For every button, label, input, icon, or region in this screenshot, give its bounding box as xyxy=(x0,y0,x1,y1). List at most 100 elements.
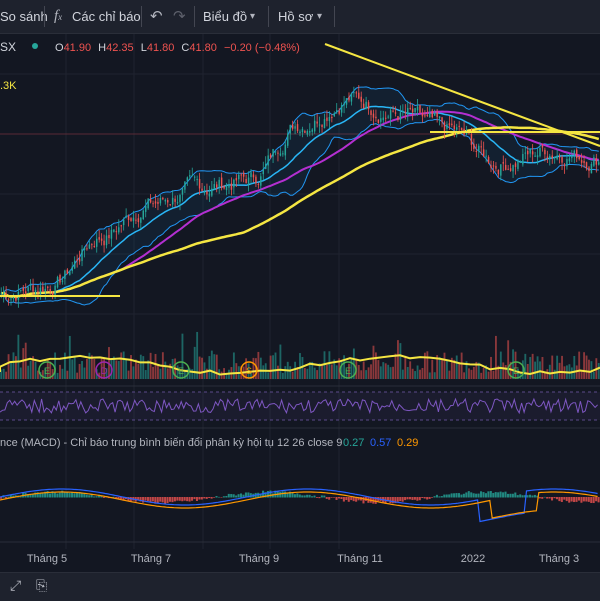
macd-histogram-bar xyxy=(337,497,341,499)
macd-histogram-bar xyxy=(570,497,573,502)
replay-icon[interactable]: ⎘ xyxy=(36,577,48,593)
volume-bar xyxy=(438,357,441,379)
ticker-label[interactable]: SX xyxy=(0,40,16,54)
macd-histogram-bar xyxy=(288,491,292,498)
macd-histogram-bar xyxy=(582,497,585,502)
macd-histogram-bar xyxy=(413,497,416,500)
candle-body xyxy=(260,176,262,186)
chevron-down-icon[interactable]: ▾ xyxy=(250,11,256,22)
volume-bar xyxy=(257,351,260,379)
candle-body xyxy=(233,179,235,188)
redo-icon[interactable]: ↷ xyxy=(173,8,186,25)
candle-body xyxy=(287,133,289,146)
volume-bar xyxy=(338,358,341,379)
volume-bar xyxy=(387,364,390,379)
macd-histogram-bar xyxy=(83,493,86,498)
volume-bar xyxy=(548,364,551,379)
candle-body xyxy=(475,150,478,152)
candle-body xyxy=(392,110,394,112)
macd-histogram-bar xyxy=(227,493,230,498)
volume-bar xyxy=(406,366,409,379)
macd-histogram-bar xyxy=(213,497,216,498)
macd-signal-value: 0.57 xyxy=(370,437,391,449)
volume-bar xyxy=(399,343,402,379)
volume-bar xyxy=(34,361,37,379)
candle-body xyxy=(159,198,162,204)
volume-bar xyxy=(63,352,66,379)
candle-body xyxy=(365,101,367,109)
resistance-trendline xyxy=(324,43,600,147)
candle-body xyxy=(500,164,502,176)
volume-bar xyxy=(463,372,466,379)
macd-histogram-bar xyxy=(568,497,571,503)
macd-histogram-bar xyxy=(161,497,164,503)
candle-body xyxy=(64,270,66,280)
volume-bar xyxy=(272,355,274,379)
candle-body xyxy=(61,280,64,282)
macd-histogram-bar xyxy=(433,496,436,498)
macd-histogram-bar xyxy=(220,497,223,498)
candle-body xyxy=(83,247,86,250)
candle-body xyxy=(431,110,433,118)
macd-histogram-bar xyxy=(68,492,71,498)
macd-histogram-bar xyxy=(9,494,12,498)
macd-histogram-bar xyxy=(497,492,500,498)
candle-body xyxy=(76,259,78,261)
macd-histogram-bar xyxy=(489,491,492,498)
chevron-down-icon[interactable]: ▾ xyxy=(317,11,323,22)
macd-histogram-bar xyxy=(391,497,394,504)
candle-body xyxy=(294,126,296,129)
volume-bar xyxy=(512,349,514,379)
macd-histogram-bar xyxy=(137,497,140,501)
fx-icon[interactable]: fx xyxy=(54,8,63,24)
candle-body xyxy=(375,116,377,119)
volume-bar xyxy=(414,371,417,379)
volume-bar xyxy=(345,369,348,379)
volume-bar xyxy=(494,335,497,379)
macd-histogram-bar xyxy=(264,492,267,498)
macd-histogram-bar xyxy=(122,497,125,501)
volume-bar xyxy=(321,364,323,379)
candle-body xyxy=(100,238,103,241)
volume-bar xyxy=(431,359,434,379)
candle-body xyxy=(223,186,225,189)
macd-histogram-bar xyxy=(284,491,287,498)
indicators-button[interactable]: Các chỉ báo xyxy=(72,9,141,24)
macd-histogram-bar xyxy=(592,497,595,504)
macd-histogram-bar xyxy=(193,497,196,500)
macd-histogram-bar xyxy=(26,494,29,498)
macd-histogram-bar xyxy=(565,497,568,502)
candle-body xyxy=(162,197,164,200)
volume-bar xyxy=(453,359,456,379)
macd-histogram-bar xyxy=(328,497,331,500)
zoom-icon[interactable]: ⤢ xyxy=(10,577,22,593)
macd-histogram-bar xyxy=(345,497,348,501)
macd-histogram-bar xyxy=(308,494,311,498)
candle-body xyxy=(473,144,475,149)
candle-body xyxy=(220,177,223,189)
macd-histogram-bar xyxy=(502,492,505,498)
event-marker-icon xyxy=(38,361,56,379)
volume-bar xyxy=(311,361,314,379)
chart-type-menu[interactable]: Biểu đồ xyxy=(203,9,248,24)
compare-button[interactable]: So sánh xyxy=(0,9,48,24)
volume-bar xyxy=(543,372,546,379)
macd-histogram-bar xyxy=(176,497,179,501)
candle-body xyxy=(127,216,130,220)
undo-icon[interactable]: ↶ xyxy=(150,8,163,25)
price-chart[interactable]: E D E S E E Tháng 5 Tháng 7 Tháng 9 Tháng 11 2022… xyxy=(0,34,600,572)
volume-bar xyxy=(504,365,507,379)
profile-menu[interactable]: Hồ sơ xyxy=(278,9,314,24)
volume-bar xyxy=(105,368,108,379)
volume-bar xyxy=(592,371,595,379)
macd-histogram-bar xyxy=(144,497,147,501)
macd-histogram-bar xyxy=(0,497,3,499)
macd-histogram-bar xyxy=(426,497,429,500)
candle-body xyxy=(147,198,149,209)
volume-bar xyxy=(455,355,458,379)
macd-histogram-bar xyxy=(553,497,556,499)
candle-body xyxy=(353,92,355,94)
macd-histogram-bar xyxy=(445,494,448,498)
macd-histogram-bar xyxy=(526,495,529,498)
volume-bar xyxy=(475,361,478,379)
